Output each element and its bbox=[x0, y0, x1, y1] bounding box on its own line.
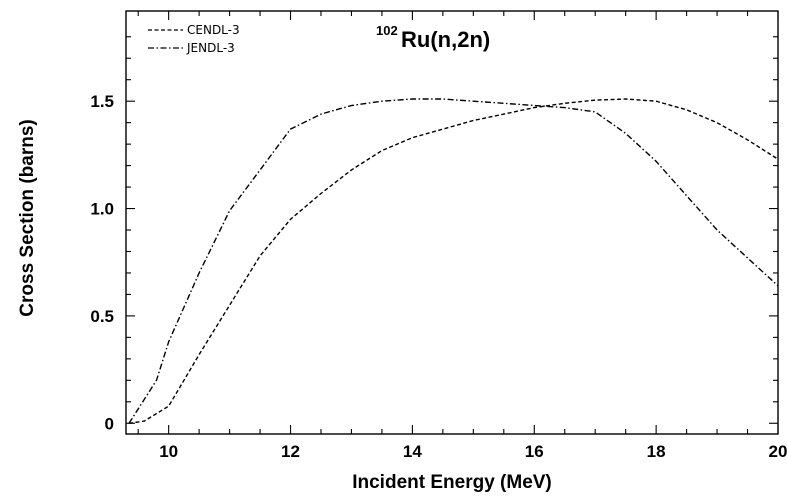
plot-frame bbox=[125, 10, 779, 435]
x-tick-label: 12 bbox=[281, 442, 300, 461]
x-tick-label: 10 bbox=[159, 442, 178, 461]
chart-title: 102 Ru(n,2n) bbox=[376, 23, 490, 52]
y-tick-label: 1.5 bbox=[90, 92, 114, 111]
ticks-layer: 10 12 14 16 18 20 0 0.5 1.0 1.5 bbox=[90, 11, 787, 461]
series-layer bbox=[128, 98, 779, 424]
x-tick-label: 16 bbox=[525, 442, 544, 461]
x-tick-label: 18 bbox=[647, 442, 666, 461]
chart-title-text: Ru(n,2n) bbox=[401, 27, 490, 52]
x-axis-label: Incident Energy (MeV) bbox=[352, 472, 552, 493]
y-tick-label: 1.0 bbox=[90, 200, 114, 219]
legend: CENDL-3 JENDL-3 bbox=[148, 23, 240, 55]
x-tick-label: 14 bbox=[403, 442, 422, 461]
series-line-jendl-3 bbox=[128, 98, 779, 424]
legend-label-jendl-3: JENDL-3 bbox=[186, 41, 235, 55]
y-tick-label: 0 bbox=[105, 414, 114, 433]
legend-label-cendl-3: CENDL-3 bbox=[187, 23, 240, 37]
y-axis-label: Cross Section (barns) bbox=[17, 119, 38, 316]
x-tick-label: 20 bbox=[769, 442, 787, 461]
series-line-cendl-3 bbox=[128, 98, 779, 424]
chart-title-superscript: 102 bbox=[376, 23, 398, 38]
y-tick-label: 0.5 bbox=[90, 307, 114, 326]
